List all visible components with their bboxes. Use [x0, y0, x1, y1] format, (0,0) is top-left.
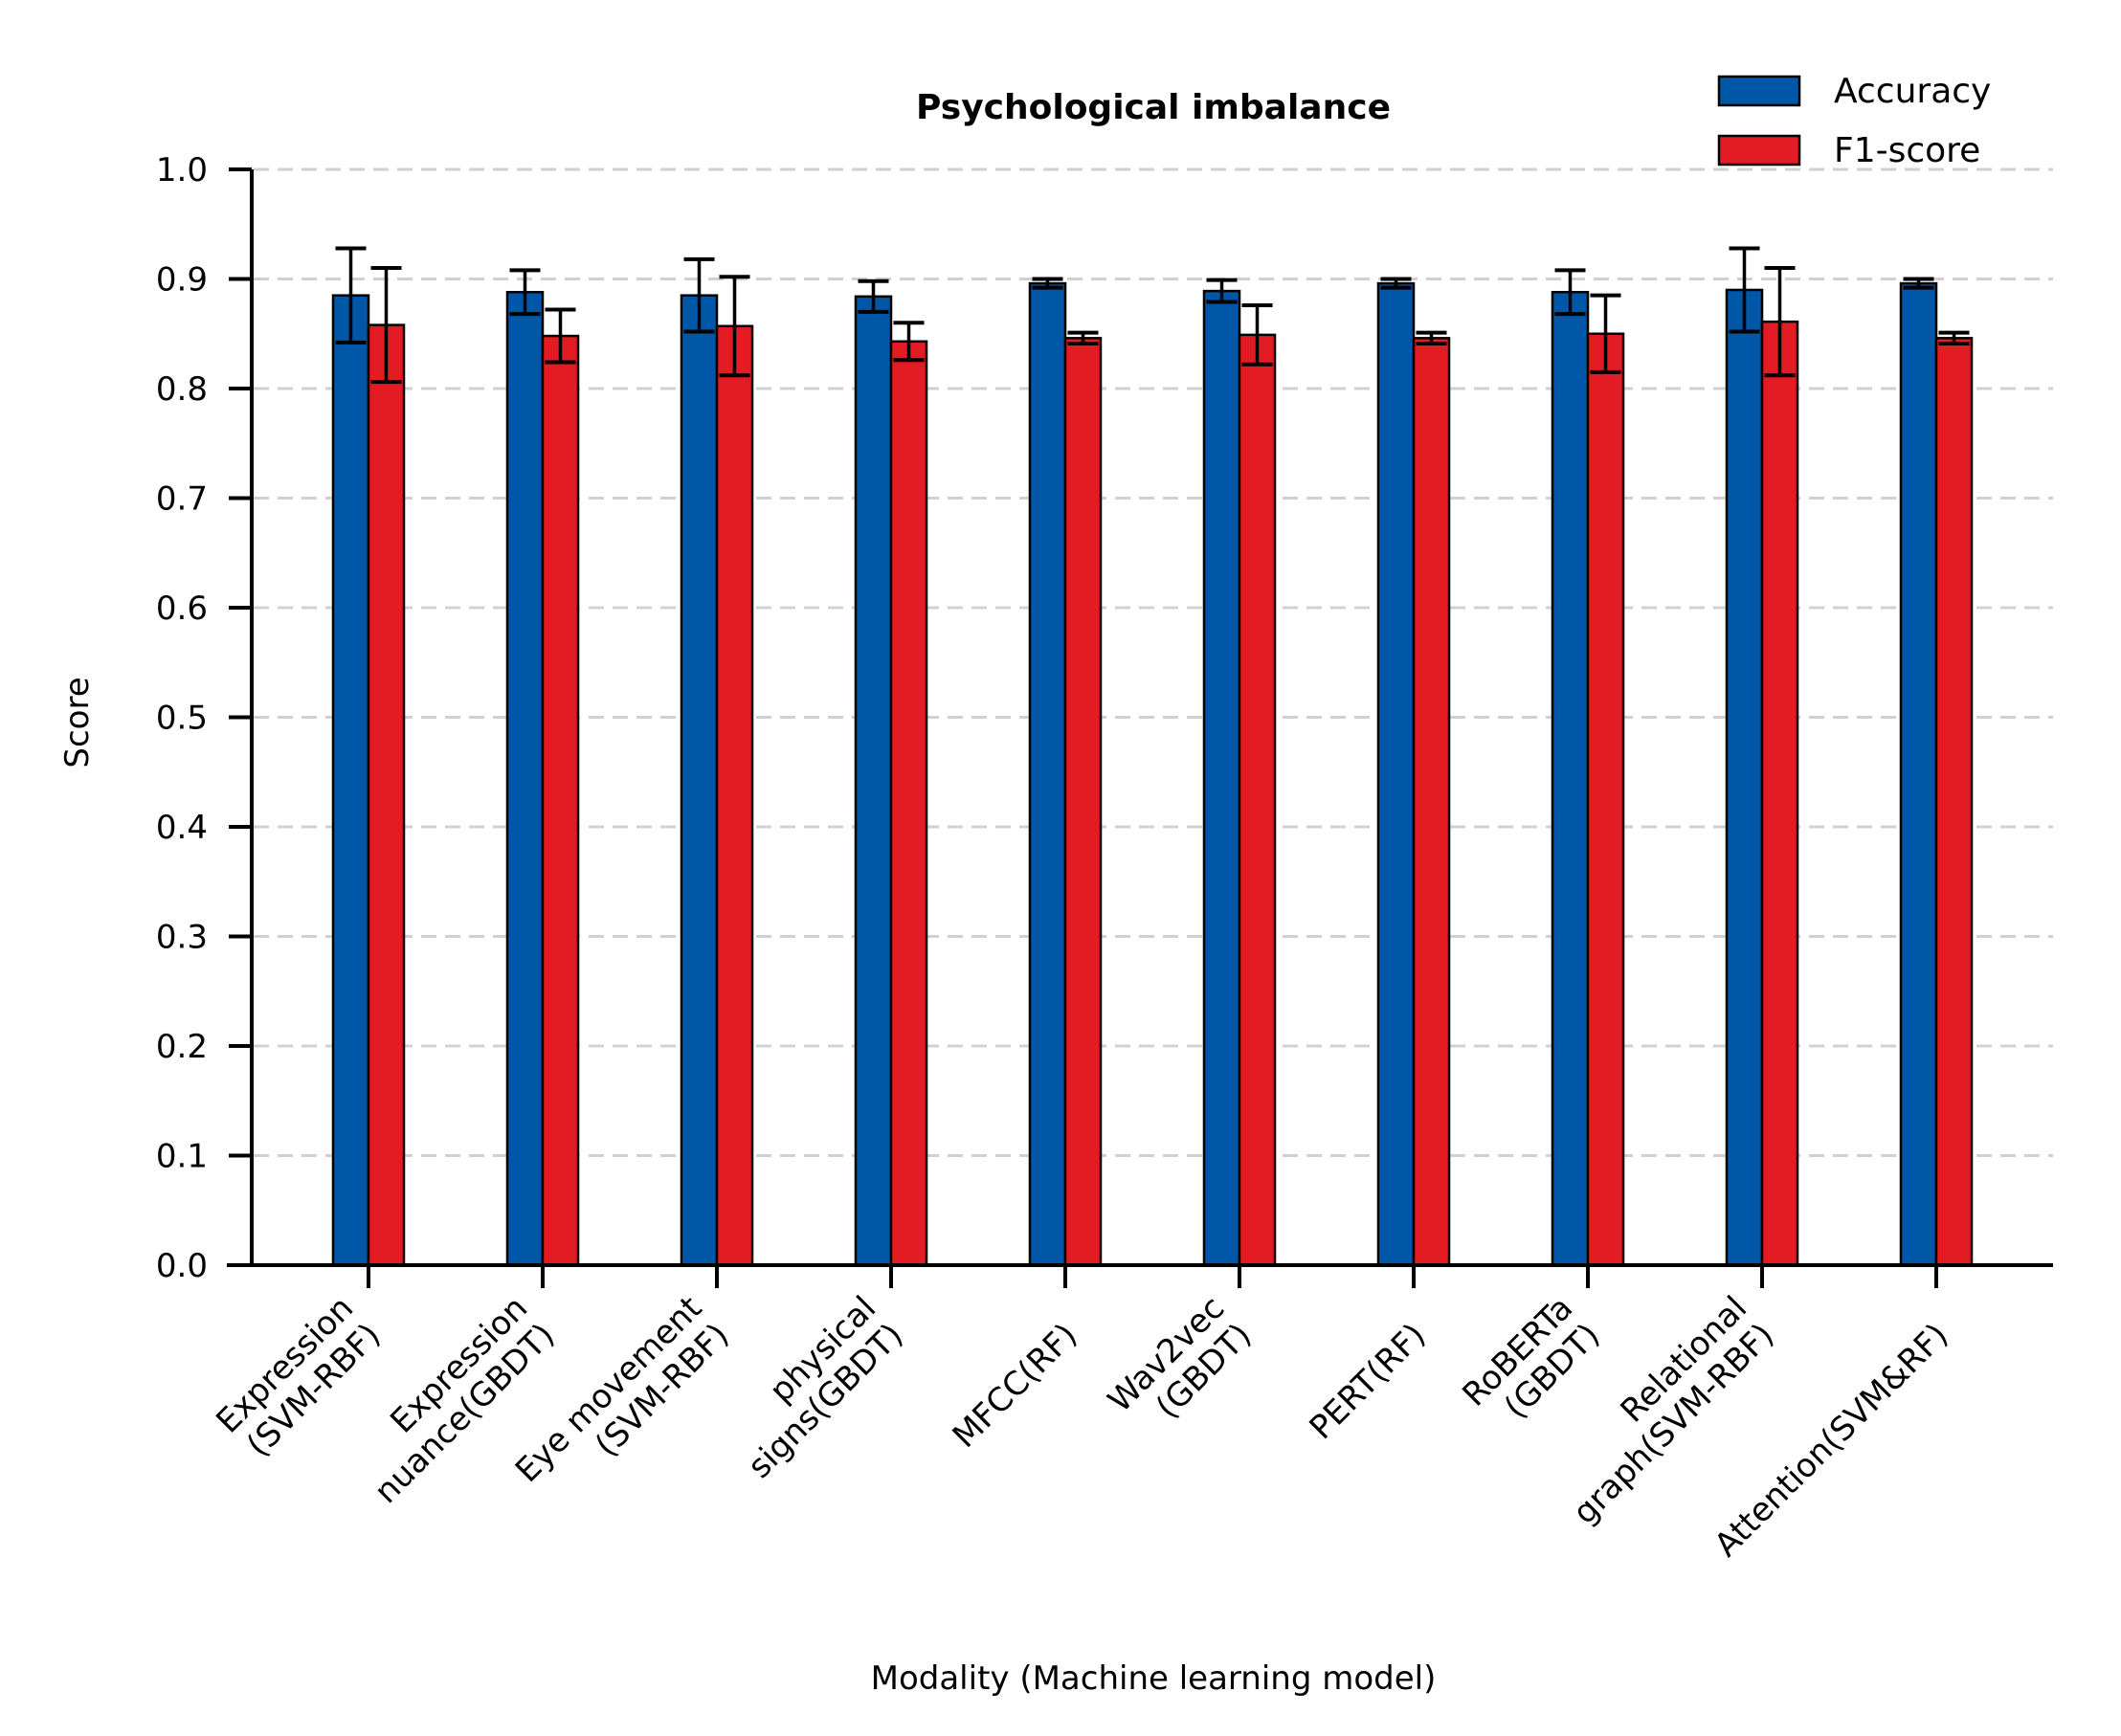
bar-f1-score [715, 324, 754, 1267]
x-tick-label: Expression(SVM-RBF) [209, 1289, 388, 1464]
x-tick-label-line: PERT(RF) [1303, 1316, 1434, 1447]
bar-accuracy [1725, 288, 1764, 1267]
bar-accuracy [680, 294, 719, 1267]
x-tick-label: RoBERTa(GBDT) [1455, 1289, 1607, 1427]
x-tick-label: Wav2vec(GBDT) [1101, 1289, 1259, 1427]
y-tick-label: 0.2 [156, 1028, 208, 1066]
y-tick-label: 0.7 [156, 480, 208, 519]
legend-swatch [1717, 75, 1801, 107]
x-tick-label: Eye movement(SVM-RBF) [508, 1289, 736, 1490]
bar-f1-score [889, 340, 928, 1267]
bar-accuracy [1899, 281, 1938, 1267]
bar-f1-score [1238, 333, 1277, 1267]
y-tick-label: 0.1 [156, 1138, 208, 1176]
bar-accuracy [331, 294, 370, 1267]
bar-f1-score [1412, 337, 1451, 1267]
y-axis-label: Score [58, 677, 97, 768]
legend-swatch [1717, 134, 1801, 167]
bar-f1-score [1934, 337, 1974, 1267]
bar-f1-score [1760, 320, 1799, 1267]
bar-accuracy [1376, 281, 1416, 1267]
legend-label: F1-score [1834, 131, 1980, 170]
y-tick-label: 0.8 [156, 370, 208, 409]
y-tick-label: 0.9 [156, 261, 208, 300]
x-tick-label: PERT(RF) [1303, 1316, 1434, 1447]
bar-f1-score [1586, 332, 1625, 1267]
y-ticks: 0.0 0.1 0.2 0.3 0.4 0.5 0.6 0.7 0.8 0.9 1.0 [156, 151, 252, 1285]
bar-f1-score [1063, 337, 1103, 1267]
y-tick-label: 0.6 [156, 590, 208, 628]
y-tick-label: 0.0 [156, 1247, 208, 1285]
bars [331, 281, 1974, 1267]
bar-f1-score [367, 323, 406, 1267]
chart-title: Psychological imbalance [916, 88, 1391, 127]
bar-f1-score [541, 334, 580, 1267]
x-tick-label-line: MFCC(RF) [946, 1316, 1085, 1456]
y-tick-label: 0.5 [156, 700, 208, 738]
x-tick-label: MFCC(RF) [946, 1316, 1085, 1456]
x-axis-label: Modality (Machine learning model) [871, 1659, 1437, 1698]
legend-label: Accuracy [1834, 72, 1991, 111]
bar-accuracy [1028, 281, 1067, 1267]
bar-accuracy [1202, 289, 1241, 1267]
y-tick-label: 1.0 [156, 151, 208, 189]
y-tick-label: 0.3 [156, 919, 208, 957]
bar-accuracy [505, 290, 545, 1267]
error-bars [335, 246, 1970, 385]
y-tick-label: 0.4 [156, 809, 208, 847]
bar-accuracy [1551, 290, 1590, 1267]
x-ticks: Expression(SVM-RBF)Expressionnuance(GBDT… [209, 1265, 1955, 1565]
bar-accuracy [854, 295, 893, 1267]
legend: Accuracy F1-score [1717, 72, 1991, 170]
